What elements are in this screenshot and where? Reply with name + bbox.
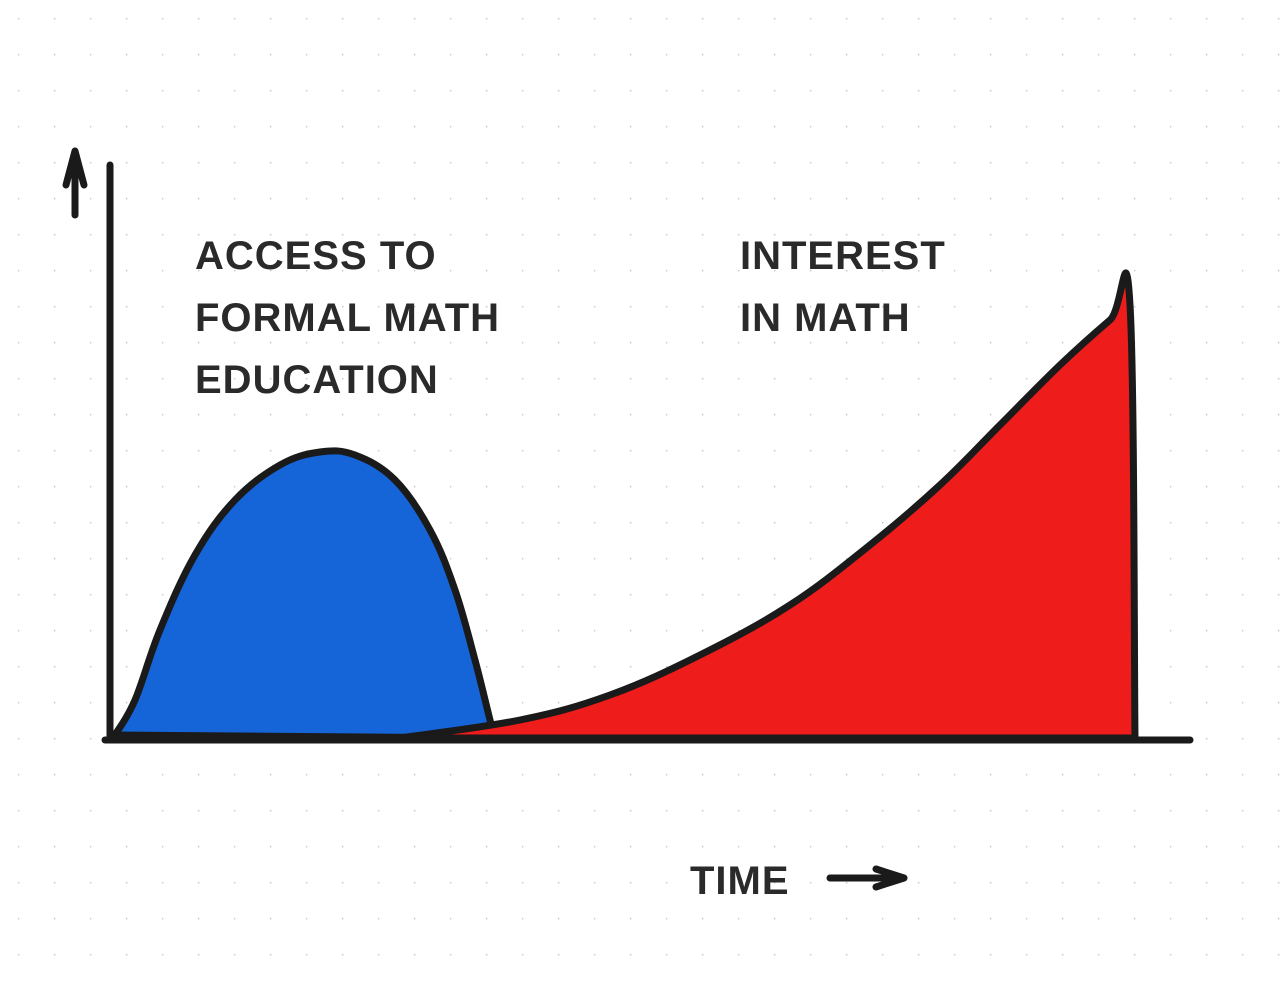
series-label-access: ACCESS TO FORMAL MATH EDUCATION	[195, 225, 500, 411]
math-interest-chart	[0, 0, 1280, 984]
x-axis-label: TIME	[690, 855, 790, 907]
series-label-interest: INTEREST IN MATH	[740, 225, 946, 349]
series-access_to_formal_math_education	[115, 451, 495, 738]
x-axis-arrow-icon	[830, 869, 904, 887]
